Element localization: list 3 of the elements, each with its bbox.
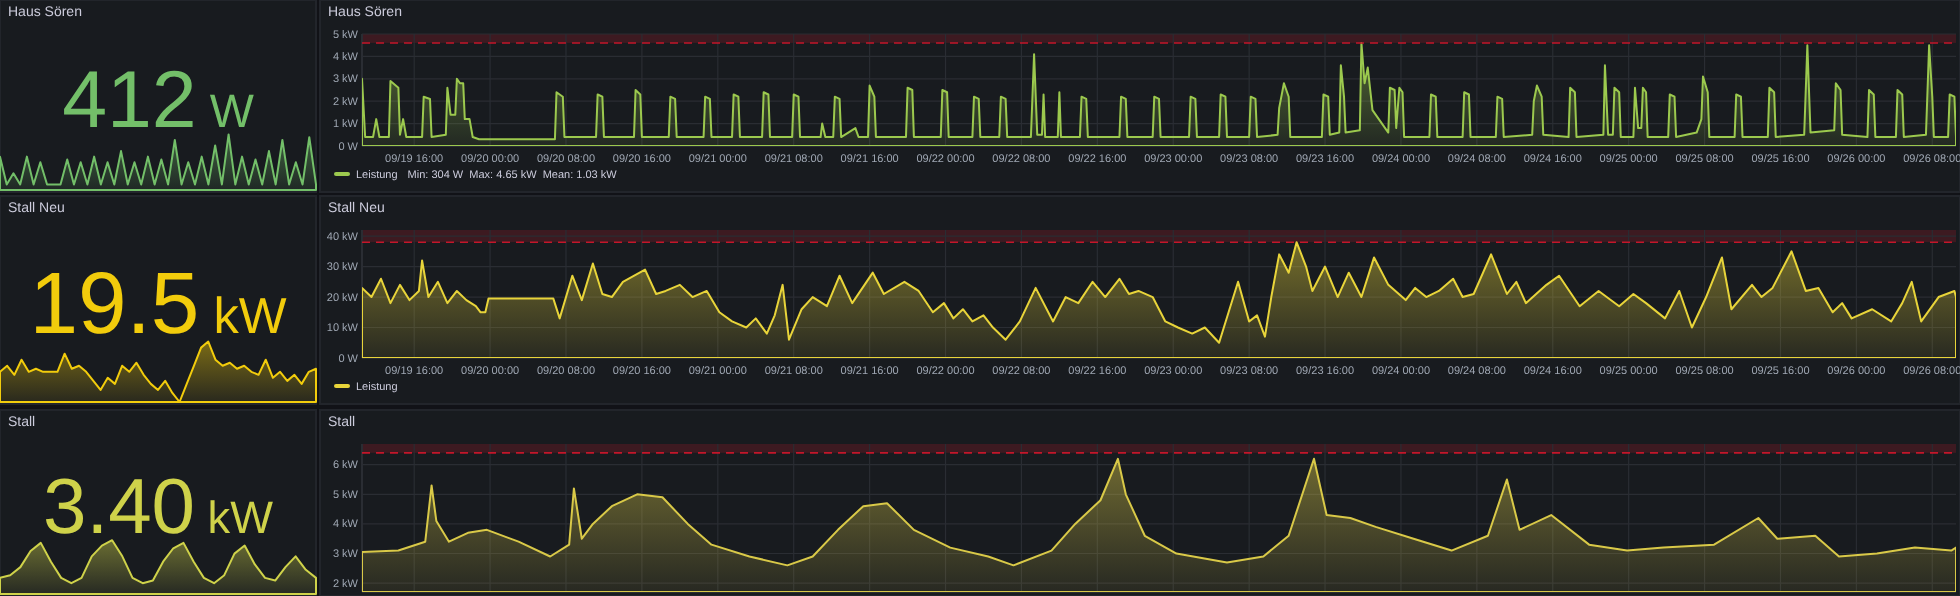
annotation: 19.5 kW [29,255,287,354]
annotation: 3.40 kW [43,464,275,551]
annotation: 412 W [62,52,254,145]
